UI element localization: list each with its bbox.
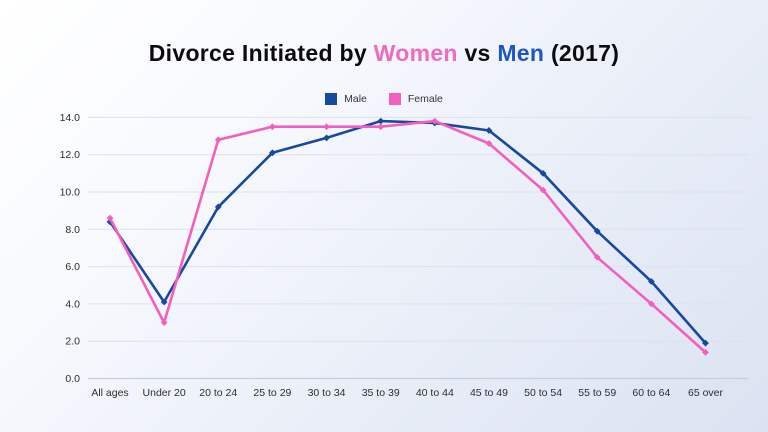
y-tick-label: 12.0 — [60, 149, 81, 161]
y-tick-label: 0.0 — [65, 373, 80, 385]
male-swatch-icon — [325, 93, 338, 105]
y-tick-label: 14.0 — [60, 112, 81, 124]
y-tick-label: 2.0 — [65, 336, 80, 348]
y-tick-label: 8.0 — [65, 224, 80, 236]
x-tick-label: Under 20 — [143, 387, 186, 399]
x-tick-label: 45 to 49 — [470, 387, 508, 399]
data-point-female — [702, 348, 709, 356]
data-point-male — [269, 149, 276, 157]
title-women: Women — [373, 40, 458, 66]
data-point-male — [539, 169, 547, 177]
x-tick-label: 20 to 24 — [199, 387, 237, 399]
data-point-female — [485, 140, 493, 147]
data-point-female — [647, 300, 655, 308]
data-point-female — [377, 123, 385, 131]
female-swatch-icon — [388, 93, 401, 105]
x-tick-label: All ages — [91, 387, 128, 399]
data-point-male — [160, 298, 168, 306]
title-vs: vs — [457, 40, 498, 66]
data-point-female — [539, 186, 547, 194]
data-point-female — [214, 136, 222, 144]
title-men: Men — [497, 40, 545, 66]
chart-title: Divorce Initiated by Women vs Men (2017) — [0, 40, 768, 67]
x-tick-label: 65 over — [688, 387, 724, 399]
data-point-male — [323, 134, 330, 142]
data-point-male — [485, 127, 493, 134]
title-prefix: Divorce Initiated by — [148, 40, 374, 66]
data-point-female — [269, 123, 276, 131]
legend-label-male: Male — [344, 93, 367, 105]
data-point-male — [593, 227, 601, 235]
legend-item-female: Female — [388, 93, 443, 105]
series-line-female — [108, 119, 707, 354]
data-point-male — [702, 339, 709, 347]
x-tick-label: 55 to 59 — [578, 387, 616, 399]
x-tick-label: 50 to 54 — [524, 387, 562, 399]
x-tick-label: 40 to 44 — [416, 387, 454, 399]
y-tick-label: 4.0 — [65, 298, 80, 310]
legend-label-female: Female — [407, 93, 443, 105]
legend: Male Female — [0, 93, 768, 105]
x-tick-label: 30 to 34 — [308, 387, 346, 399]
x-tick-label: 60 to 64 — [632, 387, 670, 399]
data-point-female — [431, 117, 439, 125]
data-point-female — [593, 253, 601, 261]
data-point-female — [160, 319, 168, 326]
x-tick-label: 25 to 29 — [253, 387, 291, 399]
series-line-male — [108, 119, 707, 345]
x-tick-label: 35 to 39 — [362, 387, 400, 399]
data-point-male — [647, 278, 655, 285]
data-point-male — [377, 117, 385, 125]
title-suffix: (2017) — [544, 40, 620, 66]
data-point-male — [214, 203, 222, 211]
legend-item-male: Male — [325, 93, 367, 105]
y-tick-label: 10.0 — [60, 187, 81, 199]
data-point-female — [323, 123, 330, 131]
y-tick-label: 6.0 — [65, 261, 80, 273]
data-point-female — [106, 214, 114, 222]
